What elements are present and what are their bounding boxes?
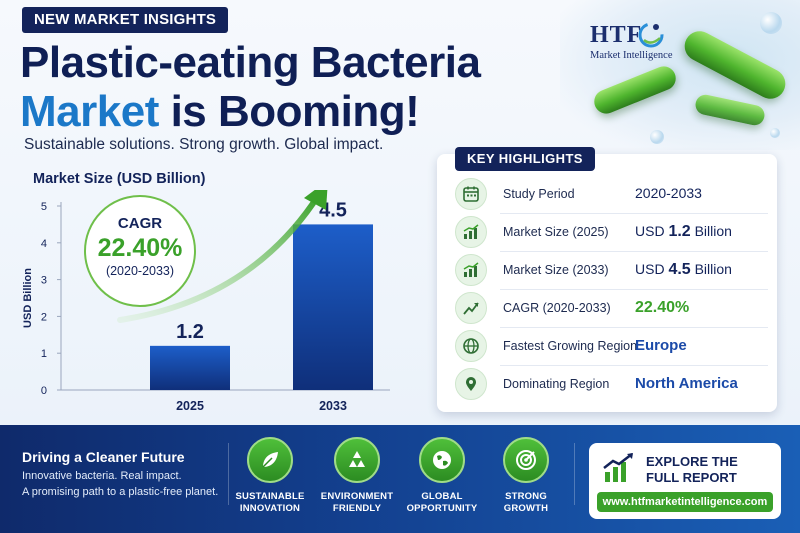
growth-arrow bbox=[117, 193, 321, 323]
value-prefix: USD bbox=[635, 261, 669, 277]
feature-strong-growth: STRONG GROWTH bbox=[481, 437, 571, 515]
highlight-row-market-size-2033: Market Size (2033) USD 4.5 Billion bbox=[455, 252, 771, 288]
globe-icon bbox=[419, 437, 465, 483]
trend-up-icon bbox=[455, 292, 487, 324]
feature-label-line: STRONG bbox=[505, 491, 547, 502]
highlight-value: USD 1.2 Billion bbox=[635, 223, 732, 241]
value-suffix: Billion bbox=[690, 223, 732, 239]
explore-title-line-2: FULL REPORT bbox=[646, 470, 737, 485]
value-prefix: USD bbox=[635, 223, 669, 239]
feature-label-line: FRIENDLY bbox=[332, 503, 382, 514]
feature-label-line: SUSTAINABLE bbox=[235, 491, 305, 502]
growth-chart-icon bbox=[603, 453, 633, 482]
divider bbox=[500, 251, 768, 252]
cagr-label: CAGR bbox=[117, 215, 163, 232]
value-suffix: Billion bbox=[690, 261, 732, 277]
highlight-row-cagr: CAGR (2020-2033) 22.40% bbox=[455, 290, 771, 326]
highlight-value: 22.40% bbox=[635, 299, 690, 316]
bar-data-label: 1.2 bbox=[176, 321, 204, 343]
feature-label-line: GROWTH bbox=[503, 503, 549, 514]
bar-chart-icon bbox=[455, 254, 487, 286]
feature-label: SUSTAINABLE INNOVATION bbox=[225, 491, 315, 515]
bottom-title: Driving a Cleaner Future bbox=[22, 449, 185, 465]
y-tick-label: 5 bbox=[41, 201, 47, 213]
highlight-label: Market Size (2033) bbox=[503, 263, 609, 277]
highlight-row-dominating-region: Dominating Region North America bbox=[455, 366, 771, 402]
highlight-label: Market Size (2025) bbox=[503, 225, 609, 239]
highlight-value: USD 4.5 Billion bbox=[635, 261, 732, 279]
highlight-row-fastest-region: Fastest Growing Region Europe bbox=[455, 328, 771, 364]
logo-text: HTF bbox=[590, 22, 643, 48]
key-highlights-panel bbox=[437, 154, 777, 412]
feature-label-line: GLOBAL bbox=[421, 491, 463, 502]
y-tick-label: 2 bbox=[41, 311, 47, 323]
value-number: 1.2 bbox=[668, 223, 691, 240]
calendar-icon bbox=[455, 178, 487, 210]
explore-title-line-1: EXPLORE THE bbox=[646, 454, 738, 469]
bottom-tagline-1: Innovative bacteria. Real impact. bbox=[22, 470, 182, 482]
feature-label: GLOBAL OPPORTUNITY bbox=[397, 491, 487, 515]
cagr-period: (2020-2033) bbox=[105, 264, 175, 278]
recycle-icon bbox=[334, 437, 380, 483]
y-tick-label: 0 bbox=[41, 385, 47, 397]
divider bbox=[500, 327, 768, 328]
feature-sustainable-innovation: SUSTAINABLE INNOVATION bbox=[225, 437, 315, 515]
highlight-label: Study Period bbox=[503, 187, 575, 201]
bar-2033 bbox=[293, 224, 373, 390]
bottom-tagline-2: A promising path to a plastic-free plane… bbox=[22, 486, 219, 498]
subheadline: Sustainable solutions. Strong growth. Gl… bbox=[24, 136, 384, 153]
y-tick-label: 3 bbox=[41, 275, 47, 287]
divider bbox=[228, 443, 229, 505]
feature-label-line: ENVIRONMENT bbox=[320, 491, 394, 502]
headline-line-1: Plastic-eating Bacteria bbox=[20, 38, 481, 87]
globe-icon bbox=[455, 330, 487, 362]
website-link[interactable]: www.htfmarketintelligence.com bbox=[597, 492, 773, 512]
location-pin-icon bbox=[455, 368, 487, 400]
target-icon bbox=[503, 437, 549, 483]
y-axis-label: USD Billion bbox=[22, 268, 34, 328]
cagr-callout: CAGR 22.40% (2020-2033) bbox=[84, 195, 196, 307]
bar-2025 bbox=[150, 345, 230, 390]
highlight-row-market-size-2025: Market Size (2025) USD 1.2 Billion bbox=[455, 214, 771, 250]
logo-subtitle: Market Intelligence bbox=[590, 50, 673, 61]
divider bbox=[500, 365, 768, 366]
logo-swirl-icon bbox=[638, 22, 664, 48]
growth-arrow-head bbox=[304, 190, 328, 210]
value-number: 4.5 bbox=[668, 261, 691, 278]
highlight-value: Europe bbox=[635, 337, 687, 354]
htf-logo: HTF Market Intelligence bbox=[590, 22, 680, 72]
y-tick-label: 1 bbox=[41, 348, 47, 360]
highlight-value: North America bbox=[635, 375, 738, 392]
highlight-row-study-period: Study Period 2020-2033 bbox=[455, 176, 771, 212]
cagr-value: 22.40% bbox=[97, 234, 183, 262]
headline-rest: is Booming! bbox=[158, 87, 420, 136]
divider bbox=[500, 289, 768, 290]
x-tick-label: 2033 bbox=[319, 399, 347, 413]
y-tick-label: 4 bbox=[41, 238, 47, 250]
highlight-value: 2020-2033 bbox=[635, 185, 702, 201]
divider bbox=[574, 443, 575, 505]
bar-chart-icon bbox=[455, 216, 487, 248]
highlight-label: Fastest Growing Region bbox=[503, 339, 638, 353]
bubble-shape bbox=[650, 130, 664, 144]
leaf-icon bbox=[247, 437, 293, 483]
x-tick-label: 2025 bbox=[176, 399, 204, 413]
key-highlights-title: KEY HIGHLIGHTS bbox=[455, 147, 595, 171]
feature-environment-friendly: ENVIRONMENT FRIENDLY bbox=[312, 437, 402, 515]
chart-title: Market Size (USD Billion) bbox=[33, 171, 206, 187]
bubble-shape bbox=[760, 12, 782, 34]
feature-label: ENVIRONMENT FRIENDLY bbox=[312, 491, 402, 515]
divider bbox=[500, 213, 768, 214]
headline-highlight: Market bbox=[20, 87, 159, 136]
new-insights-badge: NEW MARKET INSIGHTS bbox=[22, 7, 229, 33]
bubble-shape bbox=[770, 128, 780, 138]
feature-global-opportunity: GLOBAL OPPORTUNITY bbox=[397, 437, 487, 515]
feature-label-line: OPPORTUNITY bbox=[406, 503, 478, 514]
highlight-label: Dominating Region bbox=[503, 377, 610, 391]
headline-line-2: Market is Booming! bbox=[20, 87, 420, 137]
feature-label-line: INNOVATION bbox=[239, 503, 301, 514]
feature-label: STRONG GROWTH bbox=[481, 491, 571, 515]
highlight-label: CAGR (2020-2033) bbox=[503, 301, 611, 315]
